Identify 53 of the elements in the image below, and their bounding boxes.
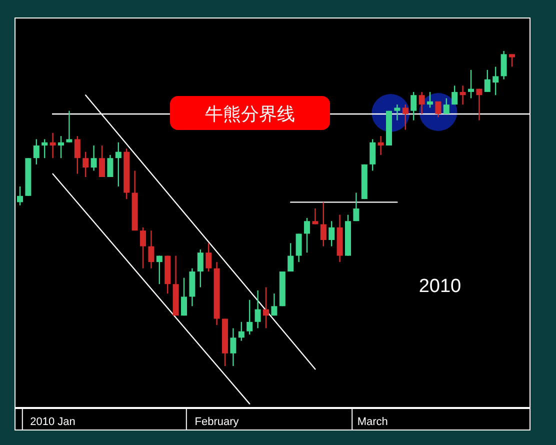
candlestick — [410, 91, 417, 121]
candlestick — [197, 248, 204, 288]
candlestick — [427, 91, 433, 108]
candlestick — [254, 290, 261, 329]
candlestick — [156, 255, 162, 285]
candlestick — [140, 226, 146, 269]
x-tick-label: February — [194, 416, 240, 428]
candlestick — [312, 208, 318, 225]
candlestick — [304, 217, 310, 254]
candlestick — [452, 85, 458, 106]
candlestick — [74, 135, 80, 174]
candlestick — [378, 135, 384, 156]
candlestick — [206, 242, 212, 272]
candlestick — [492, 66, 499, 96]
candlestick — [271, 292, 278, 316]
candlestick — [238, 321, 244, 342]
ref-line-label: 牛熊分界线 — [205, 104, 295, 124]
candlestick — [50, 132, 56, 159]
candlestick — [148, 230, 154, 269]
candlestick — [82, 151, 89, 178]
candlestick — [17, 186, 23, 206]
candlestick — [90, 144, 97, 172]
candlestick — [58, 135, 64, 159]
candlestick — [288, 242, 294, 272]
annotation: 2010 — [418, 276, 462, 297]
candlestick — [296, 233, 302, 263]
candlestick — [468, 69, 474, 99]
candlestick — [460, 85, 466, 106]
candlestick — [476, 88, 482, 121]
candlestick — [353, 192, 360, 222]
candlestick — [500, 50, 507, 80]
candlestick — [33, 138, 40, 165]
candlestick — [263, 286, 269, 329]
x-tick-label: March — [357, 416, 388, 428]
candlestick — [99, 144, 105, 178]
candlestick — [115, 142, 122, 188]
x-tick-label: 2010 Jan — [30, 416, 76, 428]
candlestick — [66, 110, 72, 143]
candlestick — [394, 104, 400, 121]
candlestick — [509, 54, 515, 68]
candlestick — [320, 202, 326, 247]
candlestick — [418, 91, 425, 115]
candlestick — [370, 138, 376, 172]
candlestick — [328, 220, 335, 247]
candlestick — [181, 277, 187, 316]
candlestick — [230, 328, 236, 367]
candlestick — [42, 138, 48, 159]
candlestick — [484, 69, 490, 93]
candlestick — [107, 154, 114, 178]
candlestick — [443, 98, 450, 115]
candlestick — [246, 299, 253, 336]
candlestick — [402, 104, 408, 130]
candlestick — [435, 100, 442, 118]
